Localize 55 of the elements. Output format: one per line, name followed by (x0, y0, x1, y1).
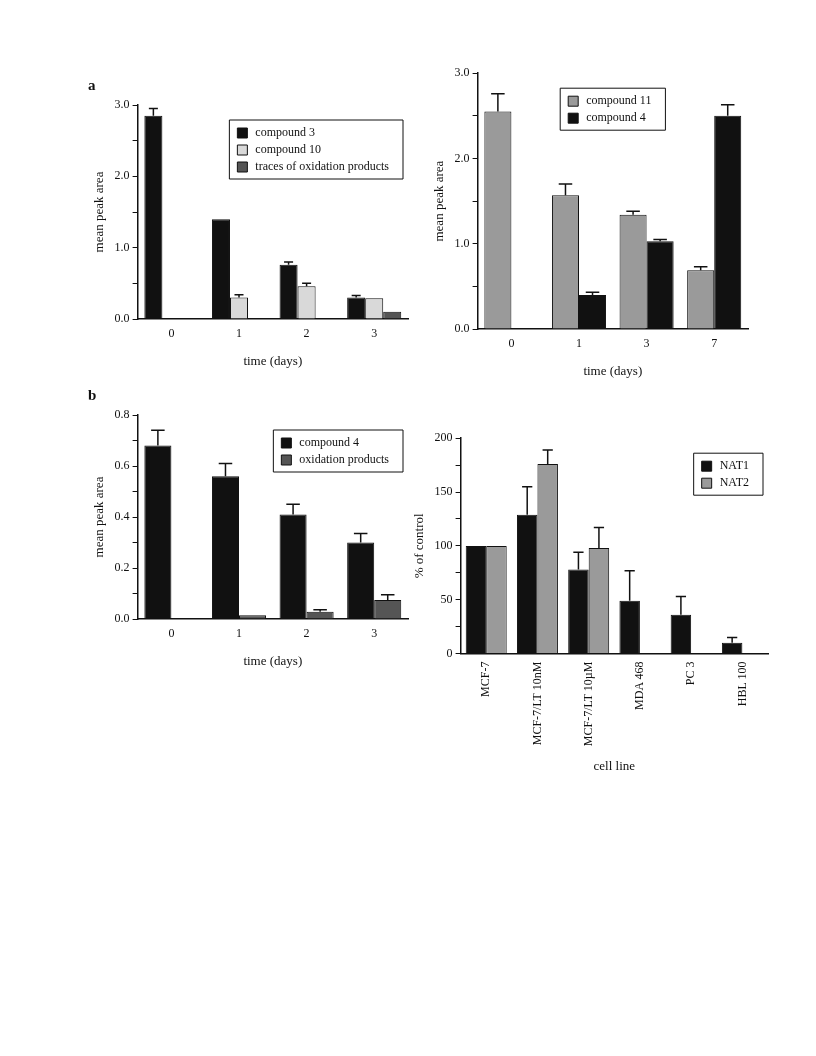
y-tick-label: 2.0 (454, 150, 470, 165)
y-tick-label: 200 (434, 430, 453, 445)
y-axis-title: mean peak area (91, 171, 107, 253)
x-tick-label: MCF-7 (478, 661, 493, 697)
y-tick-label: 150 (434, 484, 453, 499)
y-axis-title: mean peak area (431, 160, 447, 242)
x-tick-label: 7 (711, 336, 718, 351)
y-tick-label: 0.8 (114, 407, 130, 422)
x-tick-label: 0 (168, 326, 175, 341)
chart-title: b (88, 386, 97, 403)
x-tick-label: 3 (643, 336, 650, 351)
legend-label: compound 4 (299, 435, 360, 450)
chart-title: a (88, 76, 96, 93)
x-tick-label: MDA 468 (632, 661, 647, 710)
x-tick-label: 1 (236, 326, 242, 341)
x-axis-title: time (days) (243, 352, 303, 368)
legend-label: NAT2 (719, 475, 750, 490)
x-axis-title: time (days) (583, 362, 643, 378)
x-axis-title: cell line (593, 757, 636, 773)
y-tick-label: 0.0 (114, 611, 130, 626)
x-tick-label: 1 (236, 626, 242, 641)
y-tick-label: 0.2 (114, 560, 130, 575)
y-axis-title: mean peak area (91, 476, 107, 558)
x-tick-label: 2 (303, 326, 310, 341)
x-tick-label: 0 (168, 626, 175, 641)
legend-label: compound 11 (586, 93, 652, 108)
legend-label: NAT1 (719, 458, 750, 473)
x-tick-label: PC 3 (683, 661, 698, 686)
x-tick-label: 3 (371, 626, 378, 641)
y-tick-label: 50 (440, 591, 453, 606)
y-tick-label: 1.0 (454, 235, 470, 250)
y-tick-label: 3.0 (114, 97, 130, 112)
y-axis-title: % of control (411, 513, 427, 579)
y-tick-label: 100 (434, 538, 453, 553)
legend-label: oxidation products (299, 452, 390, 467)
y-tick-label: 0.6 (114, 458, 130, 473)
y-tick-label: 1.0 (114, 239, 130, 254)
x-tick-label: 0 (508, 336, 515, 351)
x-tick-label: 1 (576, 336, 582, 351)
x-tick-label: MCF-7/LT 10µM (580, 661, 595, 747)
y-tick-label: 0.0 (114, 311, 130, 326)
y-tick-label: 0.4 (114, 509, 130, 524)
y-tick-label: 0 (446, 645, 453, 660)
legend-label: compound 3 (255, 125, 316, 140)
y-tick-label: 2.0 (114, 168, 130, 183)
x-tick-label: 2 (303, 626, 310, 641)
x-axis-title: time (days) (243, 652, 303, 668)
x-tick-label: MCF-7/LT 10nM (529, 661, 544, 746)
x-tick-label: 3 (371, 326, 378, 341)
legend-label: traces of oxidation products (255, 159, 390, 174)
x-tick-label: HBL 100 (734, 661, 749, 707)
y-tick-label: 3.0 (454, 65, 470, 80)
y-tick-label: 0.0 (454, 321, 470, 336)
legend-label: compound 4 (586, 110, 646, 125)
legend-label: compound 10 (255, 142, 322, 157)
